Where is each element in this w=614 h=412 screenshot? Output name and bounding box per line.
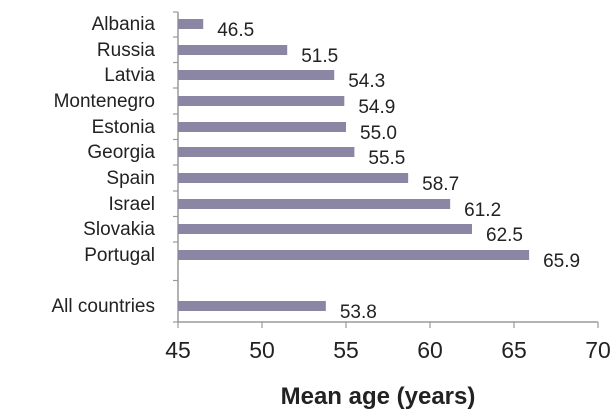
category-label: Spain	[106, 168, 155, 189]
bar	[178, 45, 288, 55]
data-label: 53.8	[340, 302, 377, 323]
bar	[178, 19, 204, 29]
category-label: All countries	[52, 296, 156, 317]
bar	[178, 96, 345, 106]
category-label: Estonia	[92, 117, 156, 138]
chart-axes	[173, 11, 599, 328]
bar	[178, 147, 355, 157]
data-label: 46.5	[217, 20, 254, 41]
bar	[178, 122, 346, 132]
data-label: 55.0	[360, 123, 397, 144]
bar	[178, 301, 326, 311]
x-tick-label: 45	[165, 337, 191, 363]
category-label: Latvia	[104, 65, 155, 86]
bar	[178, 224, 472, 234]
x-tick-label: 65	[501, 337, 527, 363]
data-label: 65.9	[543, 251, 580, 272]
value-labels: 46.5 51.5 54.3 54.9 55.0 55.5 58.761.2 62.5 65.9…	[217, 20, 580, 323]
category-label: Russia	[97, 40, 156, 61]
category-label: Albania	[92, 14, 156, 35]
x-tick-label: 50	[249, 337, 275, 363]
category-label: Israel	[109, 194, 155, 215]
x-axis-label: Mean age (years)	[281, 383, 476, 410]
bar	[178, 199, 451, 209]
x-tick-labels: 45 50 55 60 65 70	[165, 337, 611, 363]
bar	[178, 70, 335, 80]
bar	[178, 250, 530, 260]
data-label: 55.5	[368, 148, 405, 169]
category-label: Portugal	[84, 245, 155, 266]
category-label: Georgia	[87, 142, 155, 163]
data-label: 61.2	[464, 200, 501, 221]
category-label: Slovakia	[83, 219, 155, 240]
x-tick-label: 70	[585, 337, 611, 363]
chart-bars	[178, 19, 530, 311]
x-tick-label: 55	[333, 337, 359, 363]
data-label: 51.5	[301, 46, 338, 67]
data-label: 54.9	[358, 97, 395, 118]
data-label: 62.5	[486, 225, 523, 246]
bar	[178, 173, 409, 183]
data-label: 58.7	[422, 174, 459, 195]
category-labels: Albania Russia Latvia Montenegro Estonia Geor…	[52, 14, 156, 317]
category-label: Montenegro	[54, 91, 155, 112]
data-label: 54.3	[348, 71, 385, 92]
x-tick-label: 60	[417, 337, 443, 363]
